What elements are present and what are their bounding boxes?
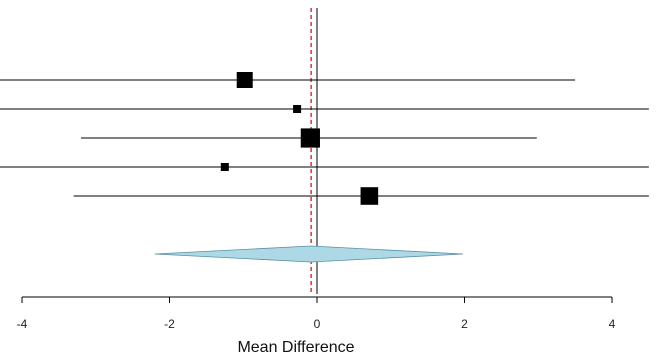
x-axis-title: Mean Difference: [237, 339, 354, 355]
x-tick-label-5: 4: [609, 317, 616, 331]
study-estimate-square-5: [360, 187, 379, 205]
study-estimate-square-3: [300, 128, 320, 148]
study-rows: [0, 72, 649, 205]
summary-diamond: [154, 245, 464, 263]
x-tick-label-1: -4: [17, 317, 28, 331]
x-axis: -4 -2 0 2 4: [17, 296, 616, 331]
study-estimate-square-2: [293, 105, 302, 113]
study-estimate-square-1: [236, 72, 253, 88]
x-tick-label-3: 0: [314, 317, 321, 331]
study-estimate-square-4: [220, 163, 229, 171]
x-tick-label-4: 2: [461, 317, 468, 331]
summary-diamond-group: [154, 245, 464, 263]
x-tick-label-2: -2: [164, 317, 175, 331]
